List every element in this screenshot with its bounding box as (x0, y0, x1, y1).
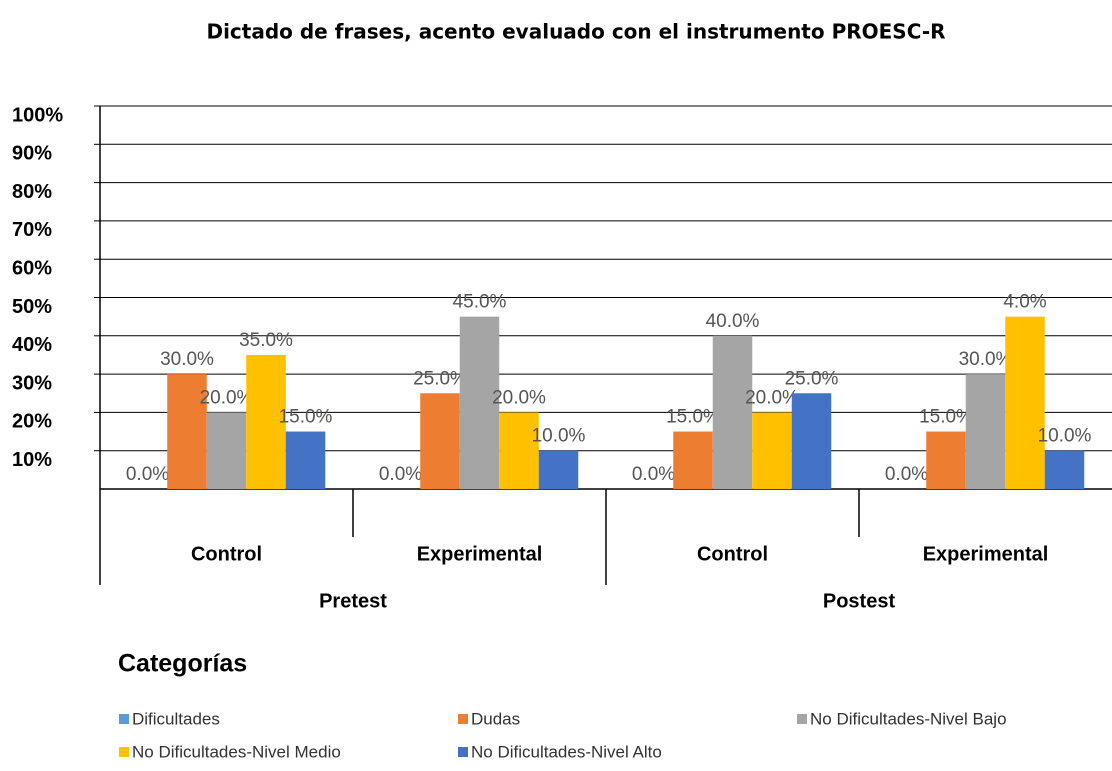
data-label: 20.0% (745, 387, 799, 408)
y-tick-label: 50% (12, 296, 52, 318)
legend-label: No Dificultades-Nivel Medio (132, 742, 341, 761)
legend-swatch (458, 747, 468, 757)
bar (1005, 316, 1045, 489)
data-label: 30.0% (959, 349, 1013, 370)
y-tick-label: 70% (12, 219, 52, 241)
x-tick-label: Control (191, 543, 262, 565)
data-label: 4:0% (1003, 292, 1046, 313)
bar (673, 431, 713, 489)
data-label: 0.0% (126, 464, 169, 485)
data-label: 20.0% (200, 387, 254, 408)
y-tick-label: 10% (12, 449, 52, 471)
legend-swatch (458, 714, 468, 724)
bar (538, 450, 579, 489)
legend-swatch (119, 714, 129, 724)
bar (167, 374, 207, 489)
y-tick-label: 90% (12, 143, 52, 165)
data-label: 45.0% (453, 292, 507, 313)
legend-label: No Dificultades-Nivel Bajo (810, 709, 1007, 728)
legend-label: Dudas (471, 709, 520, 728)
data-label: 35.0% (239, 330, 293, 351)
bar (206, 412, 247, 489)
data-label: 15.0% (666, 407, 720, 428)
legend-swatch (797, 714, 807, 724)
y-tick-label: 100% (12, 104, 63, 126)
data-label: 0.0% (632, 464, 675, 485)
data-label: 25.0% (413, 368, 467, 389)
bar (459, 316, 500, 489)
legend-label: No Dificultades-Nivel Alto (471, 742, 662, 761)
y-tick-label: 80% (12, 181, 52, 203)
legend-title: Categorías (118, 650, 247, 678)
data-label: 40.0% (706, 311, 760, 332)
y-tick-label: 60% (12, 257, 52, 279)
x-tick-label: Control (697, 543, 768, 565)
bar (712, 335, 753, 489)
data-label: 15.0% (919, 407, 973, 428)
data-label: 30.0% (160, 349, 214, 370)
x-tick-label: Experimental (417, 543, 543, 565)
data-label: 10.0% (532, 426, 586, 447)
bar (499, 412, 539, 489)
y-tick-label: 20% (12, 411, 52, 433)
bar (965, 374, 1006, 489)
group-label: Pretest (319, 590, 387, 612)
chart-title: Dictado de frases, acento evaluado con e… (206, 20, 945, 44)
data-label: 25.0% (785, 368, 839, 389)
bar (246, 354, 286, 489)
legend-label: Dificultades (132, 709, 220, 728)
x-tick-label: Experimental (923, 543, 1049, 565)
group-label: Postest (823, 590, 896, 612)
bar (791, 393, 832, 489)
y-tick-label: 30% (12, 372, 52, 394)
bar (420, 393, 460, 489)
bar (926, 431, 966, 489)
legend-swatch (119, 747, 129, 757)
data-label: 20.0% (492, 387, 546, 408)
y-tick-label: 40% (12, 334, 52, 356)
bar (1044, 450, 1085, 489)
bar (285, 431, 326, 489)
bar (752, 412, 792, 489)
data-label: 15.0% (279, 407, 333, 428)
data-label: 0.0% (379, 464, 422, 485)
data-label: 0.0% (885, 464, 928, 485)
data-label: 10.0% (1038, 426, 1092, 447)
